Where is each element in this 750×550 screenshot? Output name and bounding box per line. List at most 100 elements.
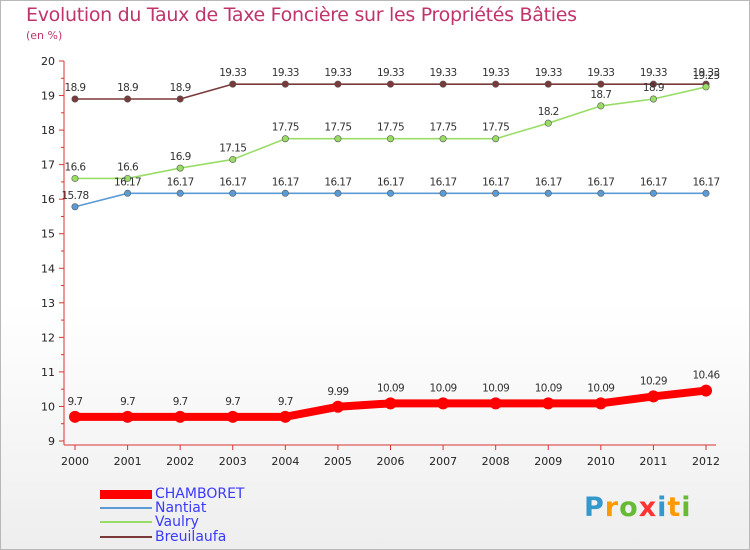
y-tick-label: 15 (41, 228, 55, 241)
data-label-vaulry: 17.75 (482, 122, 509, 134)
data-point-nantiat (492, 189, 500, 197)
data-point-vaulry (71, 174, 79, 182)
data-label-nantiat: 15.78 (61, 190, 88, 202)
data-label-chamboret: 9.7 (278, 396, 293, 408)
data-point-nantiat (439, 189, 447, 197)
data-label-breuilaufa: 18.9 (65, 82, 86, 94)
y-unit-label: (en %) (26, 29, 63, 42)
data-label-vaulry: 18.7 (590, 89, 611, 101)
x-tick-label: 2004 (271, 455, 299, 468)
logo-letter: i (681, 492, 692, 523)
legend-swatch-vaulry (100, 521, 152, 523)
data-label-vaulry: 16.6 (117, 161, 139, 173)
y-tick-label: 14 (41, 262, 55, 275)
y-tick-label: 11 (41, 366, 55, 379)
data-point-breuilaufa (229, 80, 237, 88)
y-tick-label: 10 (41, 400, 55, 413)
legend-item-chamboret: CHAMBORET (100, 486, 244, 502)
data-label-nantiat: 16.17 (167, 176, 194, 188)
data-point-nantiat (281, 189, 289, 197)
data-point-nantiat (597, 189, 605, 197)
logo-letter: x (638, 492, 658, 523)
x-tick-label: 2010 (587, 455, 615, 468)
data-point-nantiat (544, 189, 552, 197)
logo-letter: r (604, 492, 620, 523)
y-tick-label: 16 (41, 193, 55, 206)
legend-swatch-breuilaufa (100, 536, 152, 538)
y-tick-label: 20 (41, 55, 55, 68)
data-point-chamboret (542, 397, 555, 410)
data-point-vaulry (649, 95, 657, 103)
data-label-vaulry: 17.75 (377, 122, 404, 134)
y-tick-label: 13 (41, 297, 55, 310)
data-point-chamboret (174, 410, 187, 423)
proxiti-logo: Proxiti (584, 492, 692, 523)
logo-letter: o (619, 492, 639, 523)
data-label-nantiat: 16.17 (219, 176, 246, 188)
y-tick-label: 9 (48, 435, 55, 448)
data-point-chamboret (226, 410, 239, 423)
data-label-vaulry: 17.75 (324, 122, 351, 134)
data-label-chamboret: 9.7 (120, 396, 135, 408)
x-tick-label: 2005 (324, 455, 352, 468)
legend-item-nantiat: Nantiat (100, 500, 206, 516)
y-tick-label: 12 (41, 331, 55, 344)
x-tick-label: 2003 (219, 455, 247, 468)
data-point-chamboret (647, 390, 660, 403)
data-label-vaulry: 16.6 (65, 161, 87, 173)
data-label-vaulry: 18.9 (643, 82, 664, 94)
data-label-breuilaufa: 19.33 (482, 67, 509, 79)
chart-axes: 9 10 11 12 13 14 15 16 17 18 19 20 2000 2001 2002 2003 2… (41, 55, 720, 468)
data-point-breuilaufa (492, 80, 500, 88)
data-point-chamboret (489, 397, 502, 410)
data-point-breuilaufa (386, 80, 394, 88)
data-label-nantiat: 16.17 (482, 176, 509, 188)
data-point-vaulry (597, 102, 605, 110)
data-point-chamboret (279, 410, 292, 423)
data-label-nantiat: 16.17 (377, 176, 404, 188)
data-point-chamboret (700, 384, 712, 397)
legend-item-vaulry: Vaulry (100, 514, 199, 530)
data-label-breuilaufa: 18.9 (117, 82, 138, 94)
data-point-breuilaufa (281, 80, 289, 88)
data-point-vaulry (229, 155, 237, 163)
x-tick-label: 2012 (692, 455, 720, 468)
data-point-vaulry (386, 135, 394, 143)
data-label-nantiat: 16.17 (692, 176, 719, 188)
x-tick-label: 2007 (429, 455, 457, 468)
data-label-breuilaufa: 19.33 (272, 67, 299, 79)
data-point-vaulry (176, 164, 184, 172)
data-label-chamboret: 10.09 (377, 382, 404, 394)
data-label-vaulry: 17.75 (430, 122, 457, 134)
data-label-breuilaufa: 19.33 (535, 67, 562, 79)
data-point-nantiat (386, 189, 394, 197)
data-point-chamboret (594, 397, 607, 410)
logo-letter: t (667, 492, 682, 523)
x-tick-label: 2000 (61, 455, 89, 468)
data-point-nantiat (229, 189, 237, 197)
data-label-chamboret: 10.09 (482, 382, 509, 394)
legend-label-nantiat: Nantiat (155, 500, 207, 516)
data-point-vaulry (124, 174, 132, 182)
chart-series (69, 80, 712, 423)
data-label-breuilaufa: 19.33 (587, 67, 614, 79)
logo-letter: i (657, 492, 668, 523)
data-point-chamboret (331, 400, 344, 413)
data-point-breuilaufa (124, 95, 132, 103)
data-point-breuilaufa (649, 80, 657, 88)
data-label-chamboret: 9.99 (327, 386, 348, 398)
data-point-chamboret (69, 410, 81, 423)
data-point-vaulry (544, 119, 552, 127)
data-label-chamboret: 10.09 (535, 382, 562, 394)
data-label-chamboret: 10.29 (640, 375, 667, 387)
data-label-nantiat: 16.17 (114, 176, 141, 188)
data-label-nantiat: 16.17 (587, 176, 614, 188)
data-point-nantiat (71, 203, 79, 211)
data-point-vaulry (702, 83, 710, 91)
legend-label-vaulry: Vaulry (155, 514, 199, 530)
data-label-breuilaufa: 19.33 (692, 67, 719, 79)
x-tick-label: 2008 (482, 455, 510, 468)
data-label-breuilaufa: 19.33 (430, 67, 457, 79)
data-label-nantiat: 16.17 (272, 176, 299, 188)
